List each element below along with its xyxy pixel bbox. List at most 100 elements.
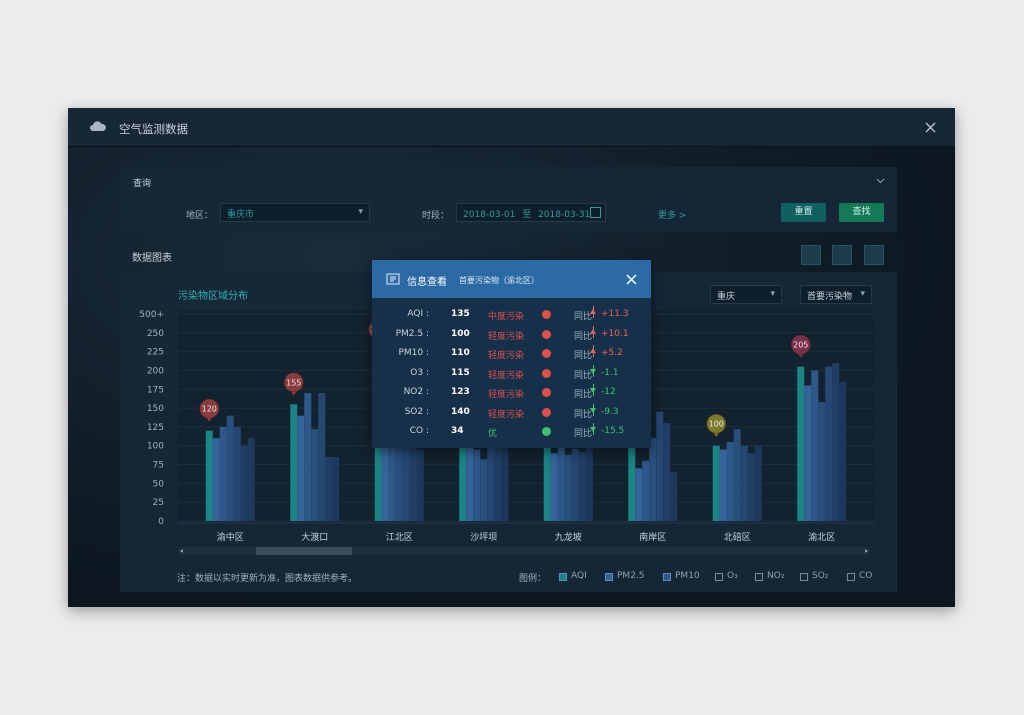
bar (416, 449, 424, 521)
popup-row: NO2 : 123 轻度污染 同比 -12 (372, 383, 651, 402)
bar (219, 426, 227, 521)
scroll-right (865, 549, 868, 553)
row-value: 34 (451, 426, 464, 436)
yoy-label: 同比 (574, 429, 593, 439)
popup-title: 信息查看 (407, 277, 447, 288)
more-link[interactable]: 更多 > (658, 211, 687, 221)
region-value: 重庆市 (227, 210, 255, 220)
value-marker (791, 334, 811, 355)
bar (240, 445, 248, 521)
period-field[interactable]: 2018-03-01 至 2018-03-31 (456, 203, 606, 222)
query-title: 查询 (133, 179, 152, 189)
info-icon (386, 273, 400, 285)
bar (797, 366, 805, 521)
level-icon (542, 427, 551, 436)
row-value: 135 (451, 309, 470, 319)
level-icon (542, 407, 551, 417)
legend-entry: NO₂ (767, 571, 785, 581)
legend-swatch (605, 573, 613, 581)
info-popup: 信息查看 首要污染物（渝北区） AQI :135 中度污染 同比 +11.3 PM2.5… (372, 260, 651, 448)
refresh-icon[interactable] (864, 245, 884, 265)
row-level: 轻度污染 (488, 409, 525, 420)
bar (578, 451, 586, 521)
row-value: 123 (451, 387, 470, 397)
row-label: NO2 : (403, 387, 429, 397)
bar (311, 429, 319, 521)
value-marker (199, 398, 219, 419)
bar (804, 385, 812, 521)
yoy-label: 同比 (574, 351, 593, 361)
row-level: 中度污染 (488, 312, 525, 322)
bar (247, 438, 255, 521)
row-label: SO2 : (404, 406, 429, 417)
bar (818, 402, 826, 521)
city-select[interactable]: 重庆 ▾ (710, 285, 782, 304)
legend-entry: PM10 (675, 571, 700, 581)
y-tick-label: 150 (147, 404, 164, 414)
legend-swatch (715, 573, 723, 581)
y-tick-label: 225 (147, 348, 164, 358)
trend-arrow (590, 306, 596, 318)
x-tick-label: 江北区 (386, 532, 413, 543)
search-button[interactable]: 查找 (839, 203, 884, 222)
y-tick-label: 200 (147, 366, 164, 376)
bar (663, 423, 671, 521)
region-select[interactable]: 重庆市 ▾ (220, 203, 370, 222)
bar (635, 468, 643, 521)
pollutant-value: 首要污染物 (807, 292, 853, 302)
bar (839, 381, 847, 521)
popup-subtitle: 首要污染物（渝北区） (459, 276, 539, 285)
popup-header: 信息查看 首要污染物（渝北区） (372, 260, 651, 298)
start-date: 2018-03-01 (463, 210, 516, 220)
y-tick-label: 500+ (139, 310, 164, 320)
calendar-icon[interactable] (590, 207, 601, 218)
yoy-label: 同比 (574, 390, 593, 400)
yoy-label: 同比 (574, 312, 593, 322)
reset-button[interactable]: 重置 (781, 203, 826, 222)
popup-row: AQI : 135 中度污染 同比 +11.3 (372, 305, 651, 324)
x-tick-label: 北碚区 (724, 531, 751, 543)
y-tick-label: 175 (147, 385, 164, 395)
bar (290, 404, 298, 521)
row-label: PM2.5 : (395, 328, 429, 339)
y-tick-label: 100 (147, 442, 164, 452)
popup-close[interactable] (626, 274, 637, 285)
query-panel: 查询 地区： 重庆市 ▾ 时段： 2018-03-01 至 2018-03-31 … (120, 167, 897, 232)
value-label: 155 (286, 378, 301, 387)
list-view-icon[interactable] (801, 245, 821, 265)
y-tick-label: 125 (147, 423, 164, 433)
pollutant-select[interactable]: 首要污染物 ▾ (800, 285, 872, 304)
bar (297, 415, 305, 521)
value-label: 205 (793, 341, 808, 350)
value-marker (706, 413, 726, 434)
y-tick-label: 250 (147, 329, 164, 339)
row-level: 优 (488, 429, 498, 439)
bar (381, 430, 389, 521)
chart-title: 污染物区域分布 (178, 289, 248, 302)
level-icon (542, 349, 551, 358)
popup-row: SO2 : 140 轻度污染 同比 -9.3 (372, 403, 651, 422)
bar (480, 459, 488, 521)
bar (726, 441, 734, 521)
bar (388, 419, 396, 521)
level-icon (542, 329, 551, 339)
bar (571, 448, 579, 521)
arrow-head (590, 427, 596, 435)
chart-view-icon[interactable] (832, 245, 852, 265)
bar (642, 460, 650, 521)
bar (226, 415, 234, 521)
bar (325, 457, 333, 521)
dropdown-arrow: ▾ (358, 207, 363, 217)
bar (402, 434, 410, 521)
row-level: 轻度污染 (488, 390, 525, 400)
dropdown-arrow: ▾ (860, 289, 865, 299)
collapse-icon[interactable] (876, 178, 885, 184)
row-label: AQI : (407, 309, 429, 319)
yoy-label: 同比 (574, 370, 593, 381)
arrow-head (590, 407, 596, 416)
close-button[interactable] (925, 122, 936, 133)
yoy-label: 同比 (574, 409, 593, 420)
legend-entry: AQI (571, 571, 587, 581)
period-label: 时段： (422, 211, 450, 221)
